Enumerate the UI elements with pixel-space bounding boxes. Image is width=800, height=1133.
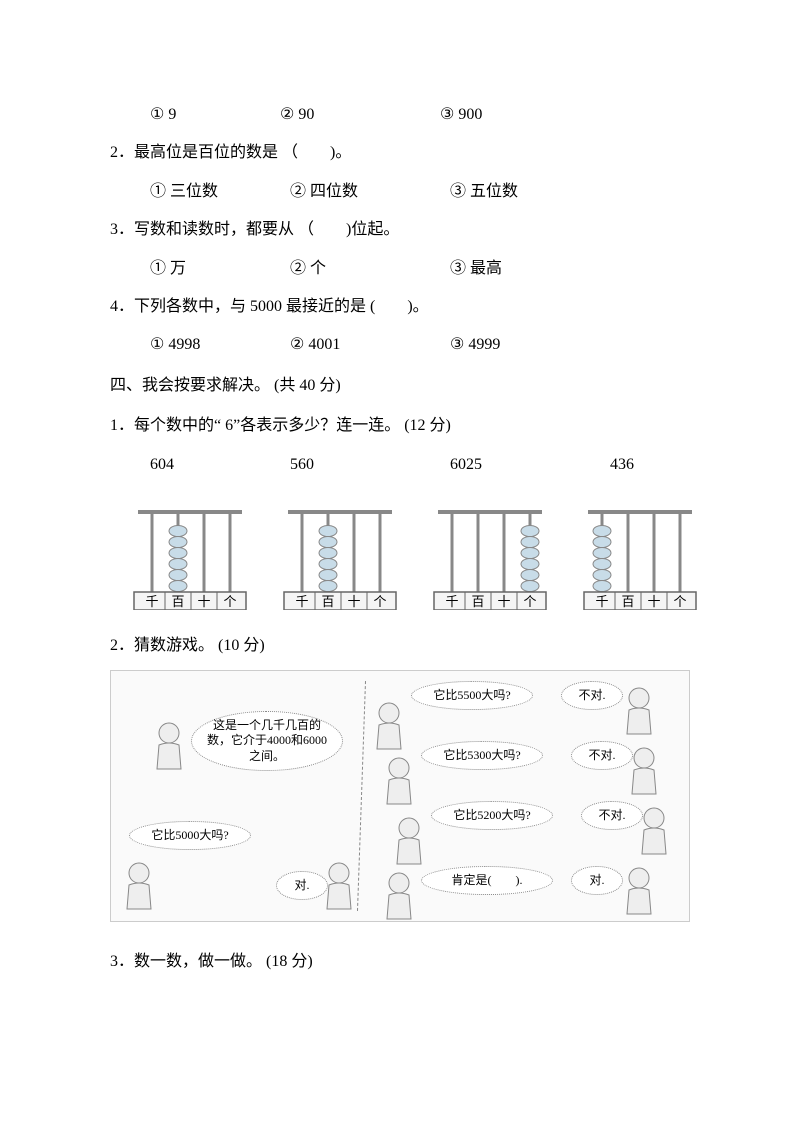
person-icon <box>621 686 657 736</box>
bubble-ans-budui-3: 不对. <box>581 801 643 831</box>
bubble-q5300: 它比5300大吗? <box>421 741 543 771</box>
connect-num-4: 436 <box>610 450 670 480</box>
svg-text:十: 十 <box>497 594 510 609</box>
svg-text:个: 个 <box>523 594 536 609</box>
person-icon <box>121 861 157 911</box>
svg-text:个: 个 <box>373 594 386 609</box>
bubble-q5000: 它比5000大吗? <box>129 821 251 851</box>
q2-choice-3: ③ 五位数 <box>450 177 570 207</box>
person-icon <box>371 701 407 751</box>
svg-text:千: 千 <box>445 594 458 609</box>
abacus-3: 千百十个 <box>430 510 550 621</box>
svg-text:个: 个 <box>673 594 686 609</box>
bubble-intro: 这是一个几千几百的数，它介于4000和6000之间。 <box>191 711 343 772</box>
person-icon <box>621 866 657 916</box>
question-3: 3．写数和读数时，都要从 （ )位起。 <box>110 215 690 245</box>
bubble-ans-budui-1: 不对. <box>561 681 623 711</box>
svg-text:十: 十 <box>197 594 210 609</box>
bubble-ans-budui-2: 不对. <box>571 741 633 771</box>
svg-text:百: 百 <box>321 594 334 609</box>
person-icon <box>626 746 662 796</box>
abacus-row: 千百十个 千百十个 千百十个 千百十个 <box>110 510 690 621</box>
q3-choice-2: ② 个 <box>290 254 450 284</box>
q4-choice-2: ② 4001 <box>290 330 450 360</box>
svg-text:个: 个 <box>223 594 236 609</box>
connect-num-1: 604 <box>150 450 290 480</box>
svg-text:十: 十 <box>647 594 660 609</box>
s4-question-1: 1．每个数中的“ 6”各表示多少？连一连。 (12 分) <box>110 411 690 441</box>
bubble-q5200: 它比5200大吗? <box>431 801 553 831</box>
s4-question-2: 2．猜数游戏。 (10 分) <box>110 631 690 661</box>
person-icon <box>381 871 417 921</box>
svg-text:百: 百 <box>621 594 634 609</box>
person-icon <box>636 806 672 856</box>
q2-choice-2: ② 四位数 <box>290 177 450 207</box>
question-2: 2．最高位是百位的数是 （ )。 <box>110 138 690 168</box>
svg-text:千: 千 <box>595 594 608 609</box>
q3-choice-3: ③ 最高 <box>450 254 570 284</box>
person-icon <box>151 721 187 771</box>
svg-text:十: 十 <box>347 594 360 609</box>
bubble-q5500: 它比5500大吗? <box>411 681 533 711</box>
svg-text:百: 百 <box>171 594 184 609</box>
q2-choice-1: ① 三位数 <box>150 177 290 207</box>
svg-text:百: 百 <box>471 594 484 609</box>
bubble-final: 肯定是( ). <box>421 866 553 896</box>
connect-num-3: 6025 <box>450 450 610 480</box>
person-icon <box>391 816 427 866</box>
guessing-game-figure: 这是一个几千几百的数，它介于4000和6000之间。 它比5000大吗? 对. … <box>110 670 690 922</box>
connect-num-2: 560 <box>290 450 450 480</box>
question-4: 4．下列各数中，与 5000 最接近的是 ( )。 <box>110 292 690 322</box>
svg-text:千: 千 <box>295 594 308 609</box>
abacus-4: 千百十个 <box>580 510 700 621</box>
q4-choice-3: ③ 4999 <box>450 330 570 360</box>
q1-choice-1: ① 9 <box>150 100 280 130</box>
person-icon <box>381 756 417 806</box>
q4-choice-1: ① 4998 <box>150 330 290 360</box>
person-icon <box>321 861 357 911</box>
s4-question-3: 3．数一数，做一做。 (18 分) <box>110 947 690 977</box>
section-4-header: 四、我会按要求解决。 (共 40 分) <box>110 371 690 401</box>
q1-choice-3: ③ 900 <box>440 100 560 130</box>
bubble-ans-dui-2: 对. <box>571 866 623 896</box>
q3-choice-1: ① 万 <box>150 254 290 284</box>
abacus-1: 千百十个 <box>130 510 250 621</box>
abacus-2: 千百十个 <box>280 510 400 621</box>
divider-line <box>357 681 366 911</box>
q1-choice-2: ② 90 <box>280 100 440 130</box>
svg-text:千: 千 <box>145 594 158 609</box>
